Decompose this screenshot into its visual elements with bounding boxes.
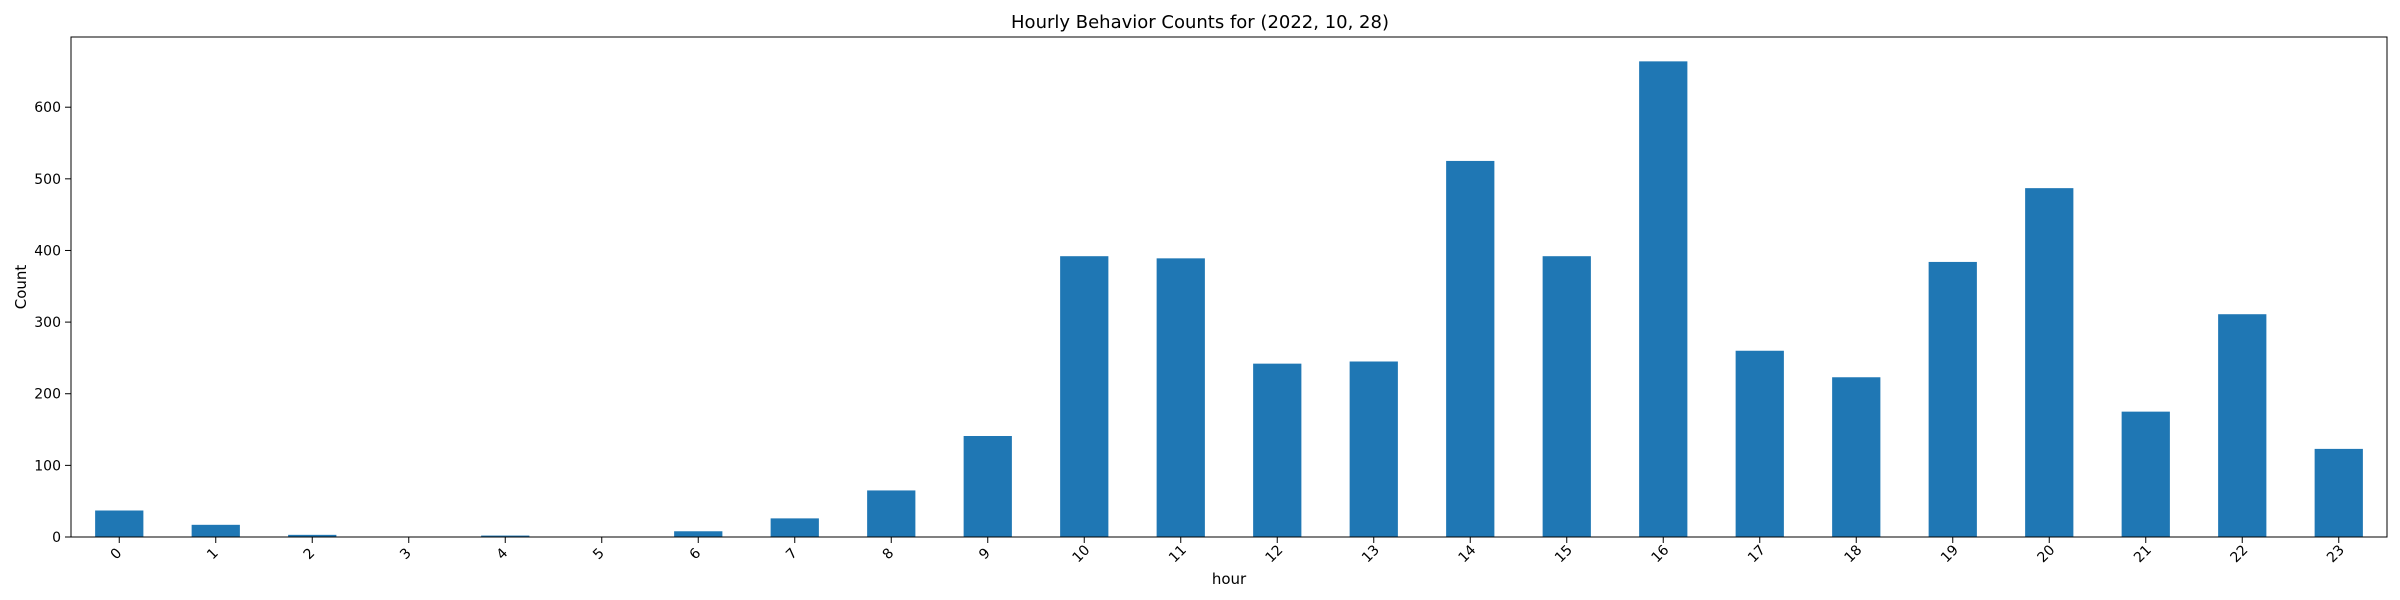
x-tick-label: 2 (301, 545, 319, 563)
bar-hour-20 (2025, 188, 2074, 537)
y-tick-label: 0 (52, 530, 61, 546)
x-tick-label: 0 (108, 545, 126, 563)
x-tick-label: 4 (494, 545, 512, 563)
x-axis: 0 1 2 3 4 5 6 7 8 9 10 11 12 13 14 15 16 17 18 19 20 21 22 23 (108, 537, 2348, 566)
x-tick-label: 5 (590, 545, 608, 563)
bar-hour-16 (1639, 61, 1688, 538)
y-tick-label: 400 (34, 243, 61, 259)
x-tick-label: 12 (1262, 542, 1286, 566)
y-tick-label: 500 (34, 172, 61, 188)
bar-hour-0 (95, 510, 144, 537)
bar-hour-11 (1156, 258, 1205, 537)
x-tick-label: 8 (880, 545, 898, 563)
x-tick-label: 16 (1648, 542, 1672, 566)
x-tick-label: 18 (1841, 542, 1865, 566)
bar-hour-19 (1928, 261, 1977, 537)
x-tick-label: 10 (1069, 542, 1093, 566)
y-tick-label: 600 (34, 100, 61, 116)
bar-hour-1 (191, 524, 240, 537)
y-tick-label: 300 (34, 315, 61, 331)
x-tick-label: 9 (976, 545, 994, 563)
x-tick-label: 20 (2034, 542, 2058, 566)
x-tick-label: 22 (2227, 542, 2251, 566)
plot-frame (70, 36, 2388, 538)
bar-hour-18 (1832, 377, 1881, 537)
x-axis-label: hour (1212, 570, 1247, 588)
x-tick-label: 15 (1552, 542, 1576, 566)
x-tick-label: 14 (1455, 542, 1479, 566)
bar-hour-23 (2314, 448, 2363, 537)
x-tick-label: 19 (1938, 542, 1962, 566)
bar-hour-4 (481, 535, 530, 537)
bar-hour-22 (2218, 314, 2267, 537)
bar-hour-6 (674, 531, 723, 537)
x-tick-label: 6 (687, 545, 705, 563)
bar-hour-17 (1735, 350, 1784, 537)
bar-hour-21 (2121, 411, 2170, 537)
chart-title: Hourly Behavior Counts for (2022, 10, 28… (1011, 12, 1389, 33)
x-tick-label: 3 (397, 545, 415, 563)
bar-hour-7 (770, 518, 819, 537)
bars-group (95, 61, 2363, 538)
x-tick-label: 7 (783, 545, 801, 563)
bar-hour-10 (1060, 256, 1109, 537)
x-tick-label: 13 (1359, 542, 1383, 566)
x-tick-label: 1 (204, 545, 222, 563)
bar-hour-8 (867, 490, 916, 537)
y-tick-label: 200 (34, 387, 61, 403)
bar-hour-13 (1349, 361, 1398, 537)
bar-hour-14 (1446, 160, 1495, 537)
bar-hour-9 (963, 436, 1012, 537)
x-tick-label: 21 (2131, 542, 2155, 566)
x-tick-label: 17 (1745, 542, 1769, 566)
x-tick-label: 11 (1166, 542, 1190, 566)
y-tick-label: 100 (34, 458, 61, 474)
y-axis: 0 100 200 300 400 500 600 (34, 100, 71, 546)
y-axis-label: Count (12, 265, 30, 310)
bar-hour-15 (1542, 256, 1591, 537)
bar-hour-12 (1253, 363, 1302, 537)
x-tick-label: 23 (2324, 542, 2348, 566)
bar-hour-2 (288, 534, 337, 537)
